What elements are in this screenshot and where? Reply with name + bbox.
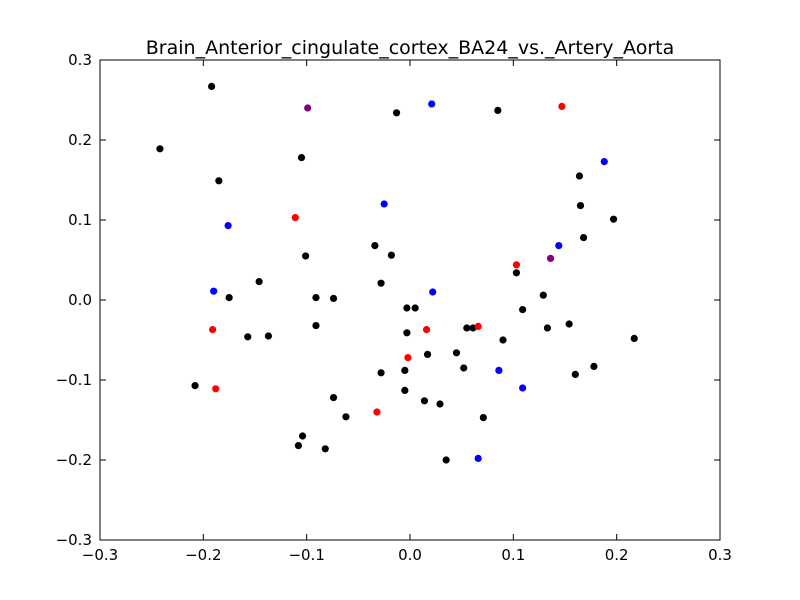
y-tick-label: −0.3 — [56, 531, 92, 549]
data-point-black — [403, 329, 411, 337]
y-tick-label: 0.1 — [68, 211, 92, 229]
x-tick-label: −0.1 — [288, 546, 324, 564]
data-point-black — [609, 215, 618, 223]
data-point-black — [494, 106, 502, 114]
data-point-black — [321, 445, 329, 453]
data-points — [156, 82, 638, 464]
data-point-black — [329, 394, 338, 402]
data-point-black — [479, 414, 487, 422]
data-point-red — [512, 261, 521, 269]
data-point-red — [373, 408, 381, 416]
data-point-black — [463, 324, 471, 332]
data-point-black — [539, 291, 547, 299]
data-point-black — [371, 242, 379, 250]
y-tick-label: −0.1 — [56, 371, 92, 389]
data-point-red — [212, 385, 220, 393]
data-point-black — [499, 336, 507, 344]
y-tick-label: 0.2 — [68, 131, 92, 149]
y-tick-label: 0.3 — [68, 51, 92, 69]
data-point-black — [244, 333, 252, 341]
data-point-black — [377, 279, 385, 287]
data-point-black — [401, 386, 409, 394]
data-point-blue — [210, 287, 218, 295]
data-point-black — [580, 234, 588, 242]
data-point-black — [312, 322, 320, 330]
data-point-black — [302, 252, 310, 260]
data-point-black — [225, 294, 233, 302]
data-point-black — [423, 350, 432, 358]
data-point-black — [452, 349, 461, 357]
data-point-black — [264, 332, 273, 340]
x-tick-label: 0.1 — [501, 546, 525, 564]
data-point-blue — [495, 366, 503, 374]
data-point-black — [191, 382, 199, 390]
data-point-red — [422, 326, 431, 334]
data-point-black — [630, 334, 638, 342]
data-point-red — [558, 102, 566, 110]
data-point-blue — [555, 242, 563, 250]
data-point-blue — [519, 384, 527, 392]
data-point-black — [387, 251, 395, 259]
data-point-red — [404, 354, 412, 362]
data-point-red — [209, 326, 217, 334]
x-tick-label: 0.2 — [605, 546, 629, 564]
x-tick-label: 0.3 — [708, 546, 732, 564]
data-point-black — [519, 306, 527, 314]
data-point-black — [255, 278, 263, 286]
data-point-black — [215, 177, 223, 185]
data-point-black — [329, 294, 338, 302]
data-point-black — [377, 369, 385, 377]
data-point-blue — [600, 158, 608, 166]
x-tick-label: −0.2 — [185, 546, 221, 564]
data-point-black — [442, 456, 450, 464]
data-point-blue — [429, 288, 437, 296]
data-point-black — [401, 366, 409, 374]
x-tick-label: 0.0 — [398, 546, 422, 564]
data-point-black — [460, 364, 468, 372]
data-point-red — [291, 214, 299, 222]
x-tick-label: −0.3 — [82, 546, 118, 564]
chart-title: Brain_Anterior_cingulate_cortex_BA24_vs.… — [146, 37, 674, 59]
data-point-black — [312, 294, 320, 302]
data-point-black — [565, 320, 573, 328]
data-point-blue — [474, 454, 482, 462]
data-point-black — [392, 109, 401, 117]
data-point-blue — [428, 100, 436, 108]
data-point-black — [342, 413, 350, 421]
y-tick-label: 0.0 — [68, 291, 92, 309]
data-point-purple — [546, 254, 555, 262]
data-point-black — [512, 269, 521, 277]
axis-ticks: −0.3 −0.2 −0.1 0.0 0.1 0.2 0.3 −0.3 −0.2 −0.1 0.0 0… — [56, 51, 732, 564]
data-point-black — [297, 154, 306, 162]
data-point-black — [298, 432, 307, 440]
data-point-blue — [224, 222, 232, 230]
data-point-blue — [380, 200, 388, 208]
data-point-black — [403, 304, 411, 312]
data-point-black — [208, 82, 216, 90]
data-point-black — [575, 172, 584, 180]
data-point-black — [543, 324, 552, 332]
data-point-black — [294, 442, 302, 450]
plot-frame — [99, 59, 721, 541]
data-point-purple — [304, 104, 312, 112]
data-point-black — [576, 202, 585, 210]
data-point-black — [571, 370, 579, 378]
data-point-black — [411, 304, 419, 312]
data-point-black — [436, 400, 444, 408]
data-point-black — [420, 397, 429, 405]
data-point-black — [156, 145, 164, 153]
y-tick-label: −0.2 — [56, 451, 92, 469]
data-point-red — [474, 322, 482, 330]
data-point-black — [590, 362, 598, 370]
